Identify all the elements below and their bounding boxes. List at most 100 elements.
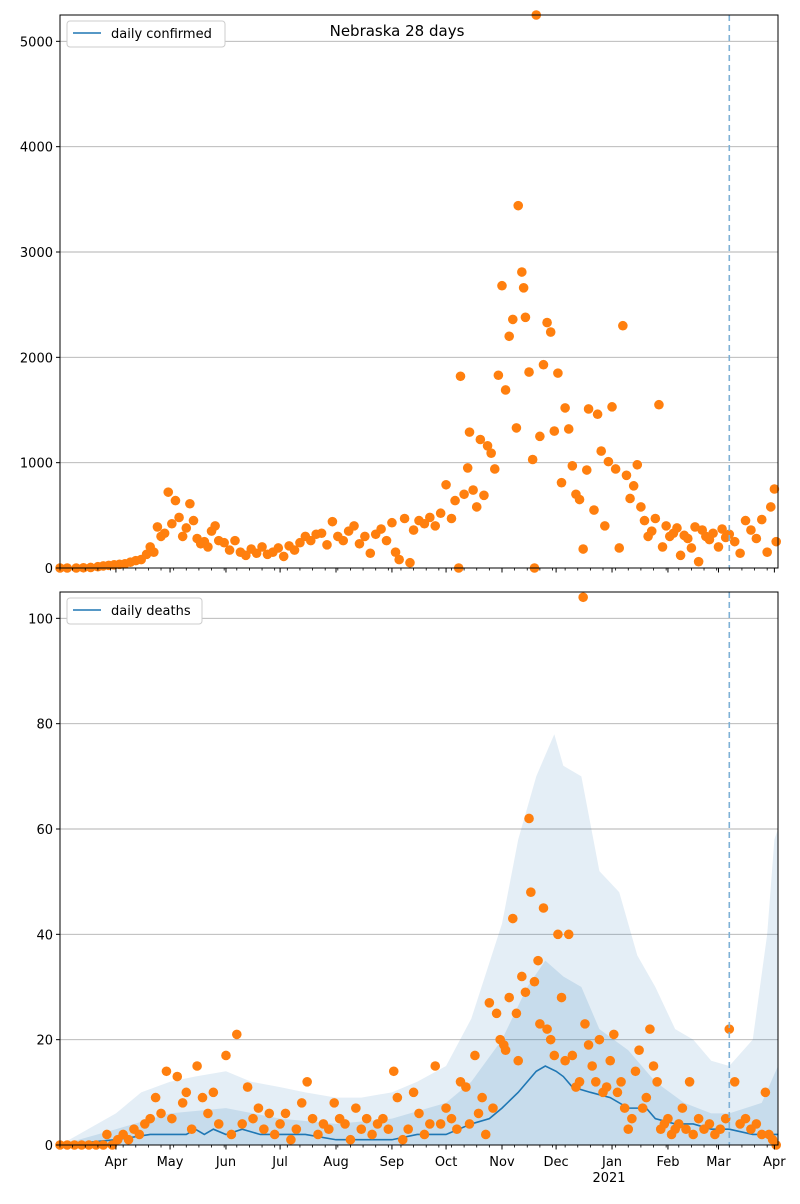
data-point [610,464,621,474]
data-point [477,1092,487,1103]
data-point [376,524,386,534]
data-point [756,514,767,525]
data-point [149,547,159,557]
data-point [704,1119,715,1129]
x-tick-label: Jun [215,1155,236,1170]
deaths-plot-frame [59,591,779,1146]
median-series-line [59,1065,778,1146]
data-point [729,1077,740,1087]
data-point [578,592,588,603]
data-point [461,1082,471,1092]
deaths-legend: daily deaths [66,597,203,625]
data-point [441,1103,451,1113]
data-point [760,1087,771,1098]
data-point [535,1019,545,1029]
data-point [296,1098,307,1108]
data-point [583,1040,594,1050]
y-tick-label: 40 [36,928,53,943]
data-point [708,528,718,539]
data-point [650,513,661,524]
data-point [181,523,192,533]
data-point [197,1092,208,1103]
data-point [524,367,534,377]
confirmed-y-ticks: 0 1000 2000 3000 4000 5000 [20,35,60,577]
data-point [769,484,780,494]
x-tick-label: Aug [323,1155,348,1170]
y-tick-label: 1000 [20,457,53,472]
data-point [450,495,460,506]
data-point [435,508,446,519]
data-point [549,426,560,436]
deaths-y-ticks: 0 20 40 60 80 100 [28,612,60,1154]
data-point [85,562,96,573]
data-point [657,542,668,552]
data-point [273,543,284,553]
deaths-points [55,592,781,1150]
data-point [224,545,235,555]
data-point [681,1124,691,1134]
data-point [686,543,697,553]
data-point [645,1024,655,1034]
data-point [581,465,592,475]
x-tick-label: Jul [271,1155,288,1170]
data-point [464,427,475,437]
data-point [672,523,682,533]
data-point [634,1045,644,1055]
data-point [486,448,496,458]
data-point [724,1024,735,1034]
data-point [567,461,578,471]
data-point [553,929,563,940]
data-point [471,502,482,512]
data-point [720,1113,731,1124]
data-point [580,1019,590,1029]
data-point [141,549,152,560]
data-point [323,1124,334,1134]
confirmed-points [55,10,781,573]
data-point [684,1077,695,1087]
data-point [167,518,177,529]
data-point [535,431,545,442]
data-point [603,456,614,467]
data-point [630,1066,641,1077]
data-point [221,1050,231,1061]
data-point [513,200,524,211]
data-point [231,1029,242,1040]
data-point [717,524,727,534]
data-point [378,1113,388,1124]
x-tick-label: Sep [380,1155,405,1170]
data-point [677,1103,688,1113]
data-point [388,1066,399,1077]
data-point [219,537,229,548]
data-point [295,537,305,548]
data-point [654,399,664,410]
data-point [688,1129,699,1140]
data-point [729,536,740,547]
y-tick-label: 60 [36,823,53,838]
data-point [387,517,397,528]
data-point [408,1087,419,1098]
data-point [134,1129,145,1140]
data-point [280,1108,291,1119]
data-point [242,1082,253,1092]
data-point [590,1077,601,1087]
data-point [524,813,534,824]
data-point [756,1129,767,1140]
data-point [663,1113,673,1124]
data-point [435,1119,446,1129]
data-point [365,548,376,559]
data-point [329,1098,340,1108]
data-point [648,1061,659,1071]
data-point [641,1092,652,1103]
data-point [345,1134,356,1145]
data-point [161,1066,172,1077]
deaths-median-line [59,1065,778,1146]
deaths-legend-box [66,597,203,625]
data-point [488,1103,498,1113]
data-point [226,1129,237,1140]
data-point [596,446,607,456]
confirmed-legend-box [66,20,226,48]
data-point [567,1050,578,1061]
data-point [549,1050,560,1061]
data-point [186,1124,197,1134]
data-point [508,314,518,325]
